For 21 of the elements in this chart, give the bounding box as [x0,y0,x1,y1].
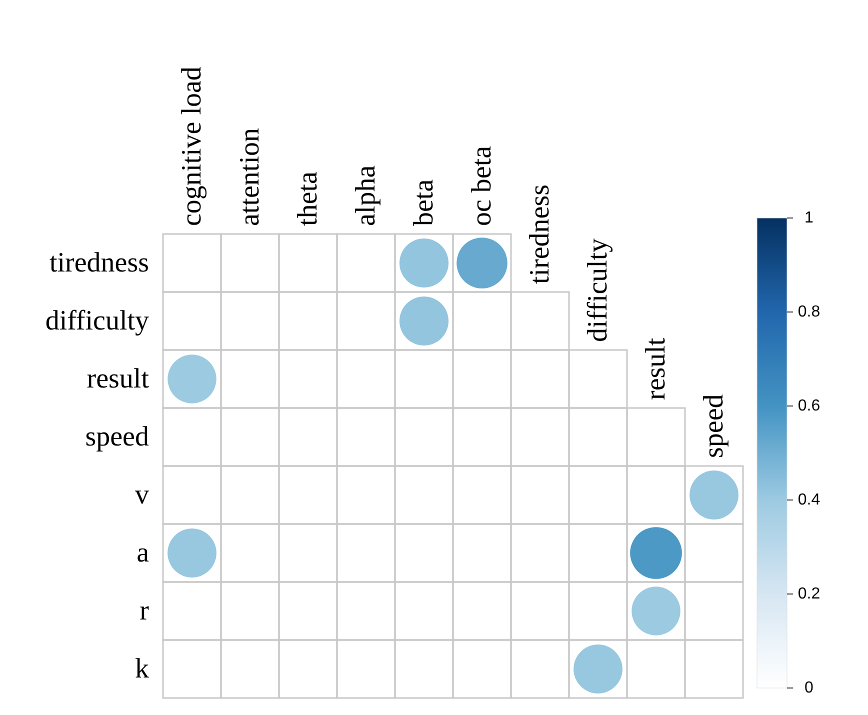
color-bar-label: 0.8 [798,304,820,320]
color-bar-label: 0.2 [798,586,820,602]
y-tick-label: r [140,596,150,626]
y-tick-label: result [86,364,150,394]
y-tick-label: speed [85,422,149,452]
x-tick-label: attention [234,128,266,226]
x-tick-label: alpha [350,164,382,226]
y-tick-label: a [136,538,150,568]
x-tick-label: oc beta [466,145,498,226]
x-tick-label: difficulty [582,238,614,342]
y-tick-label: difficulty [45,306,149,336]
color-bar-label: 1 [804,210,814,226]
color-bar-label: 0.4 [798,492,820,508]
color-bar-label: 0 [804,680,814,696]
x-tick-label: beta [408,178,440,226]
y-tick-label: v [135,480,149,510]
color-bar-label: 0.6 [798,398,820,414]
y-tick-label: k [135,654,149,684]
x-tick-label: tiredness [524,184,556,284]
x-tick-label: cognitive load [176,66,208,226]
x-tick-label: theta [292,171,324,226]
